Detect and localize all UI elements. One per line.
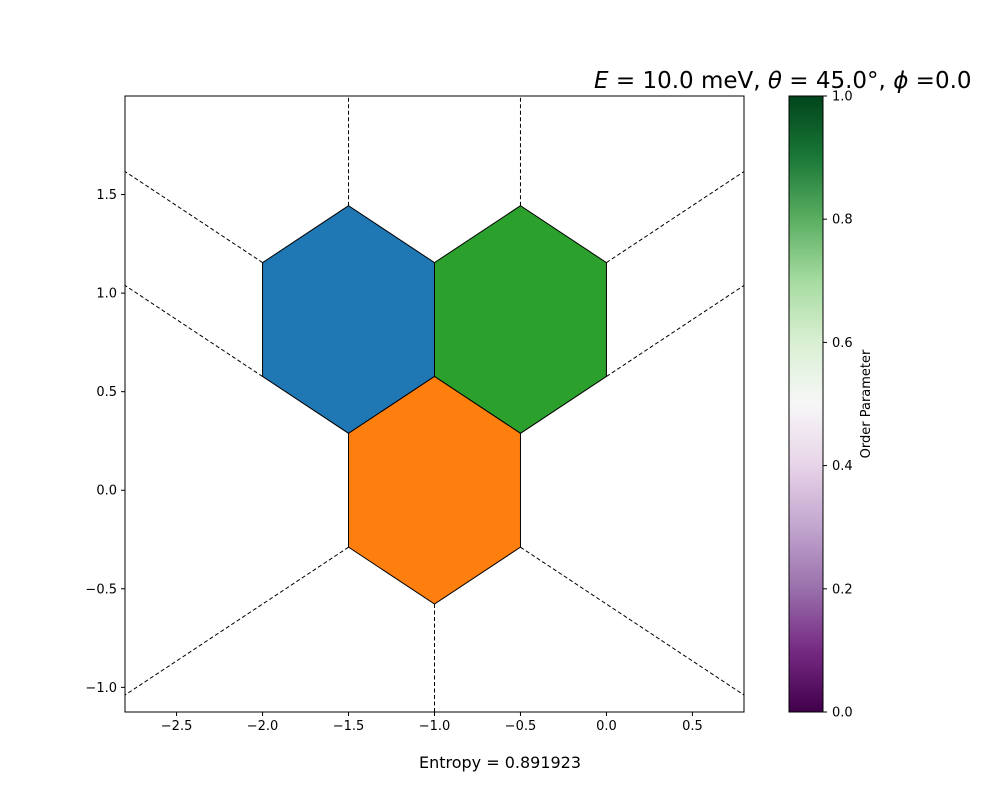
x-tick-label: −1.0 bbox=[419, 719, 451, 734]
title-theta: = 45.0°, bbox=[782, 68, 893, 94]
colorbar-tick-label: 0.6 bbox=[832, 336, 853, 351]
x-tick-label: −2.0 bbox=[247, 719, 279, 734]
x-tick-label: −1.5 bbox=[333, 719, 365, 734]
colorbar-tick-label: 0.4 bbox=[832, 459, 853, 474]
chart-title: E = 10.0 meV, θ = 45.0°, ϕ =0.0 bbox=[594, 68, 972, 94]
colorbar-tick-label: 0.8 bbox=[832, 213, 853, 228]
y-tick-label: 1.5 bbox=[96, 188, 117, 203]
title-phi: =0.0 bbox=[908, 68, 971, 94]
colorbar-ticks: 0.0 0.2 0.4 0.6 0.8 1.0 bbox=[823, 90, 853, 721]
y-tick-label: 0.5 bbox=[96, 385, 117, 400]
hexagons bbox=[262, 205, 607, 605]
title-energy-symbol: E bbox=[594, 68, 609, 94]
hexagon-orange bbox=[348, 375, 521, 605]
entropy-label: Entropy = 0.891923 bbox=[419, 753, 581, 772]
title-theta-symbol: θ bbox=[768, 68, 782, 94]
x-axis-ticks: −2.5 −2.0 −1.5 −1.0 −0.5 0.0 0.5 bbox=[161, 712, 703, 734]
y-axis-ticks: −1.0 −0.5 0.0 0.5 1.0 1.5 bbox=[85, 188, 125, 696]
y-tick-label: 0.0 bbox=[96, 484, 117, 499]
dashed-line-6 bbox=[606, 285, 744, 377]
dashed-line-4 bbox=[606, 171, 744, 263]
y-tick-label: 1.0 bbox=[96, 287, 117, 302]
colorbar-gradient bbox=[788, 95, 824, 713]
title-phi-symbol: ϕ bbox=[893, 68, 908, 94]
colorbar-tick-label: 0.0 bbox=[832, 706, 853, 721]
dashed-line-8 bbox=[520, 546, 744, 696]
dashed-line-3 bbox=[125, 171, 263, 263]
dashed-lines bbox=[125, 96, 744, 712]
dashed-line-7 bbox=[125, 546, 349, 696]
plot-area: −2.5 −2.0 −1.5 −1.0 −0.5 0.0 0.5 −1.0 −0.5 0.0 0.… bbox=[85, 95, 745, 734]
x-tick-label: −2.5 bbox=[161, 719, 193, 734]
y-tick-label: −1.0 bbox=[85, 681, 117, 696]
dashed-line-5 bbox=[125, 285, 263, 377]
colorbar: 0.0 0.2 0.4 0.6 0.8 1.0 Order Parameter bbox=[788, 90, 874, 721]
title-energy: = 10.0 meV, bbox=[609, 68, 768, 94]
x-tick-label: −0.5 bbox=[505, 719, 537, 734]
x-tick-label: 0.5 bbox=[682, 719, 703, 734]
colorbar-label: Order Parameter bbox=[859, 349, 874, 458]
colorbar-tick-label: 1.0 bbox=[832, 90, 853, 105]
x-tick-label: 0.0 bbox=[596, 719, 617, 734]
y-tick-label: −0.5 bbox=[85, 582, 117, 597]
colorbar-tick-label: 0.2 bbox=[832, 582, 853, 597]
